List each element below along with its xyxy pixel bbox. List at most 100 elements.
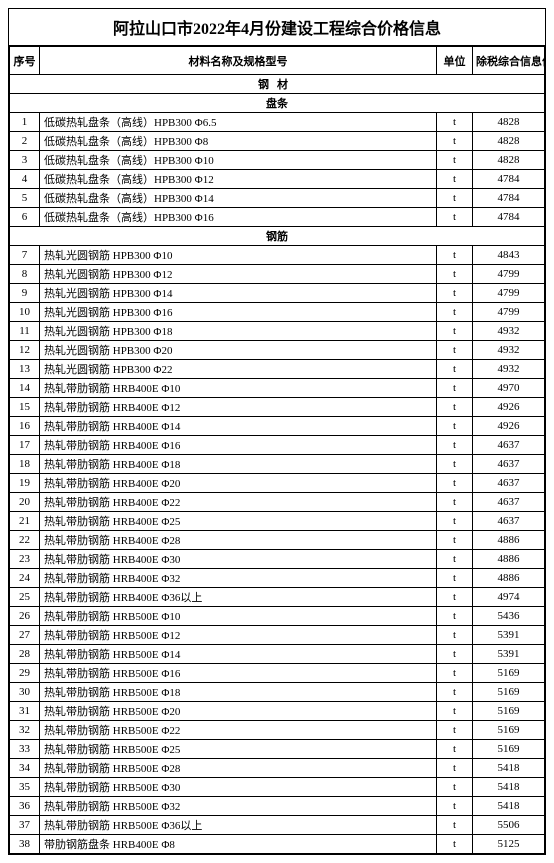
cell-unit: t xyxy=(437,664,473,683)
section-row: 盘条 xyxy=(10,94,545,113)
cell-name: 热轧带肋钢筋 HRB400E Φ14 xyxy=(40,417,437,436)
cell-seq: 17 xyxy=(10,436,40,455)
cell-name: 热轧带肋钢筋 HRB500E Φ14 xyxy=(40,645,437,664)
cell-seq: 37 xyxy=(10,816,40,835)
cell-name: 热轧带肋钢筋 HRB400E Φ32 xyxy=(40,569,437,588)
cell-name: 热轧带肋钢筋 HRB500E Φ28 xyxy=(40,759,437,778)
cell-name: 低碳热轧盘条（高线）HPB300 Φ8 xyxy=(40,132,437,151)
cell-seq: 22 xyxy=(10,531,40,550)
cell-seq: 2 xyxy=(10,132,40,151)
cell-name: 热轧带肋钢筋 HRB500E Φ25 xyxy=(40,740,437,759)
cell-name: 热轧带肋钢筋 HRB500E Φ32 xyxy=(40,797,437,816)
cell-seq: 10 xyxy=(10,303,40,322)
cell-seq: 9 xyxy=(10,284,40,303)
table-row: 19热轧带肋钢筋 HRB400E Φ20t4637 xyxy=(10,474,545,493)
cell-name: 低碳热轧盘条（高线）HPB300 Φ16 xyxy=(40,208,437,227)
cell-name: 热轧带肋钢筋 HRB500E Φ22 xyxy=(40,721,437,740)
cell-unit: t xyxy=(437,436,473,455)
cell-seq: 19 xyxy=(10,474,40,493)
cell-name: 热轧带肋钢筋 HRB500E Φ20 xyxy=(40,702,437,721)
cell-price: 4637 xyxy=(473,455,545,474)
cell-price: 5418 xyxy=(473,797,545,816)
cell-unit: t xyxy=(437,360,473,379)
table-row: 28热轧带肋钢筋 HRB500E Φ14t5391 xyxy=(10,645,545,664)
cell-price: 4784 xyxy=(473,170,545,189)
cell-seq: 6 xyxy=(10,208,40,227)
table-row: 31热轧带肋钢筋 HRB500E Φ20t5169 xyxy=(10,702,545,721)
cell-price: 5391 xyxy=(473,626,545,645)
table-row: 32热轧带肋钢筋 HRB500E Φ22t5169 xyxy=(10,721,545,740)
cell-unit: t xyxy=(437,284,473,303)
cell-seq: 25 xyxy=(10,588,40,607)
cell-price: 4932 xyxy=(473,360,545,379)
table-row: 27热轧带肋钢筋 HRB500E Φ12t5391 xyxy=(10,626,545,645)
cell-seq: 33 xyxy=(10,740,40,759)
cell-name: 热轧光圆钢筋 HPB300 Φ20 xyxy=(40,341,437,360)
cell-name: 热轧带肋钢筋 HRB400E Φ12 xyxy=(40,398,437,417)
cell-unit: t xyxy=(437,113,473,132)
cell-unit: t xyxy=(437,417,473,436)
cell-unit: t xyxy=(437,683,473,702)
cell-price: 4799 xyxy=(473,265,545,284)
table-row: 5低碳热轧盘条（高线）HPB300 Φ14t4784 xyxy=(10,189,545,208)
cell-seq: 4 xyxy=(10,170,40,189)
cell-price: 4970 xyxy=(473,379,545,398)
table-row: 38带肋钢筋盘条 HRB400E Φ8t5125 xyxy=(10,835,545,854)
page-title: 阿拉山口市2022年4月份建设工程综合价格信息 xyxy=(9,9,545,46)
cell-name: 低碳热轧盘条（高线）HPB300 Φ6.5 xyxy=(40,113,437,132)
cell-name: 热轧带肋钢筋 HRB500E Φ16 xyxy=(40,664,437,683)
table-row: 7热轧光圆钢筋 HPB300 Φ10t4843 xyxy=(10,246,545,265)
cell-unit: t xyxy=(437,341,473,360)
cell-name: 热轧带肋钢筋 HRB500E Φ10 xyxy=(40,607,437,626)
table-row: 24热轧带肋钢筋 HRB400E Φ32t4886 xyxy=(10,569,545,588)
cell-seq: 38 xyxy=(10,835,40,854)
cell-price: 5169 xyxy=(473,702,545,721)
table-row: 15热轧带肋钢筋 HRB400E Φ12t4926 xyxy=(10,398,545,417)
cell-price: 4637 xyxy=(473,493,545,512)
cell-name: 热轧带肋钢筋 HRB400E Φ16 xyxy=(40,436,437,455)
cell-name: 热轧带肋钢筋 HRB500E Φ36以上 xyxy=(40,816,437,835)
cell-price: 4932 xyxy=(473,341,545,360)
cell-price: 4932 xyxy=(473,322,545,341)
cell-unit: t xyxy=(437,303,473,322)
table-row: 18热轧带肋钢筋 HRB400E Φ18t4637 xyxy=(10,455,545,474)
section-row: 钢材 xyxy=(10,75,545,94)
table-row: 4低碳热轧盘条（高线）HPB300 Φ12t4784 xyxy=(10,170,545,189)
header-unit: 单位 xyxy=(437,47,473,75)
cell-seq: 29 xyxy=(10,664,40,683)
cell-seq: 21 xyxy=(10,512,40,531)
cell-unit: t xyxy=(437,778,473,797)
table-row: 26热轧带肋钢筋 HRB500E Φ10t5436 xyxy=(10,607,545,626)
cell-seq: 14 xyxy=(10,379,40,398)
cell-name: 低碳热轧盘条（高线）HPB300 Φ14 xyxy=(40,189,437,208)
section-row: 钢筋 xyxy=(10,227,545,246)
cell-seq: 3 xyxy=(10,151,40,170)
cell-name: 热轧带肋钢筋 HRB400E Φ20 xyxy=(40,474,437,493)
cell-unit: t xyxy=(437,835,473,854)
cell-unit: t xyxy=(437,208,473,227)
cell-price: 4843 xyxy=(473,246,545,265)
cell-price: 4828 xyxy=(473,132,545,151)
table-row: 23热轧带肋钢筋 HRB400E Φ30t4886 xyxy=(10,550,545,569)
table-row: 10热轧光圆钢筋 HPB300 Φ16t4799 xyxy=(10,303,545,322)
table-row: 21热轧带肋钢筋 HRB400E Φ25t4637 xyxy=(10,512,545,531)
table-row: 35热轧带肋钢筋 HRB500E Φ30t5418 xyxy=(10,778,545,797)
cell-name: 热轧光圆钢筋 HPB300 Φ22 xyxy=(40,360,437,379)
cell-price: 4828 xyxy=(473,113,545,132)
cell-seq: 20 xyxy=(10,493,40,512)
cell-seq: 35 xyxy=(10,778,40,797)
cell-seq: 23 xyxy=(10,550,40,569)
table-row: 6低碳热轧盘条（高线）HPB300 Φ16t4784 xyxy=(10,208,545,227)
cell-unit: t xyxy=(437,265,473,284)
table-row: 34热轧带肋钢筋 HRB500E Φ28t5418 xyxy=(10,759,545,778)
cell-unit: t xyxy=(437,550,473,569)
cell-seq: 26 xyxy=(10,607,40,626)
cell-name: 热轧带肋钢筋 HRB400E Φ28 xyxy=(40,531,437,550)
cell-price: 4828 xyxy=(473,151,545,170)
table-row: 17热轧带肋钢筋 HRB400E Φ16t4637 xyxy=(10,436,545,455)
cell-seq: 12 xyxy=(10,341,40,360)
cell-unit: t xyxy=(437,531,473,550)
cell-seq: 30 xyxy=(10,683,40,702)
cell-unit: t xyxy=(437,132,473,151)
cell-seq: 13 xyxy=(10,360,40,379)
